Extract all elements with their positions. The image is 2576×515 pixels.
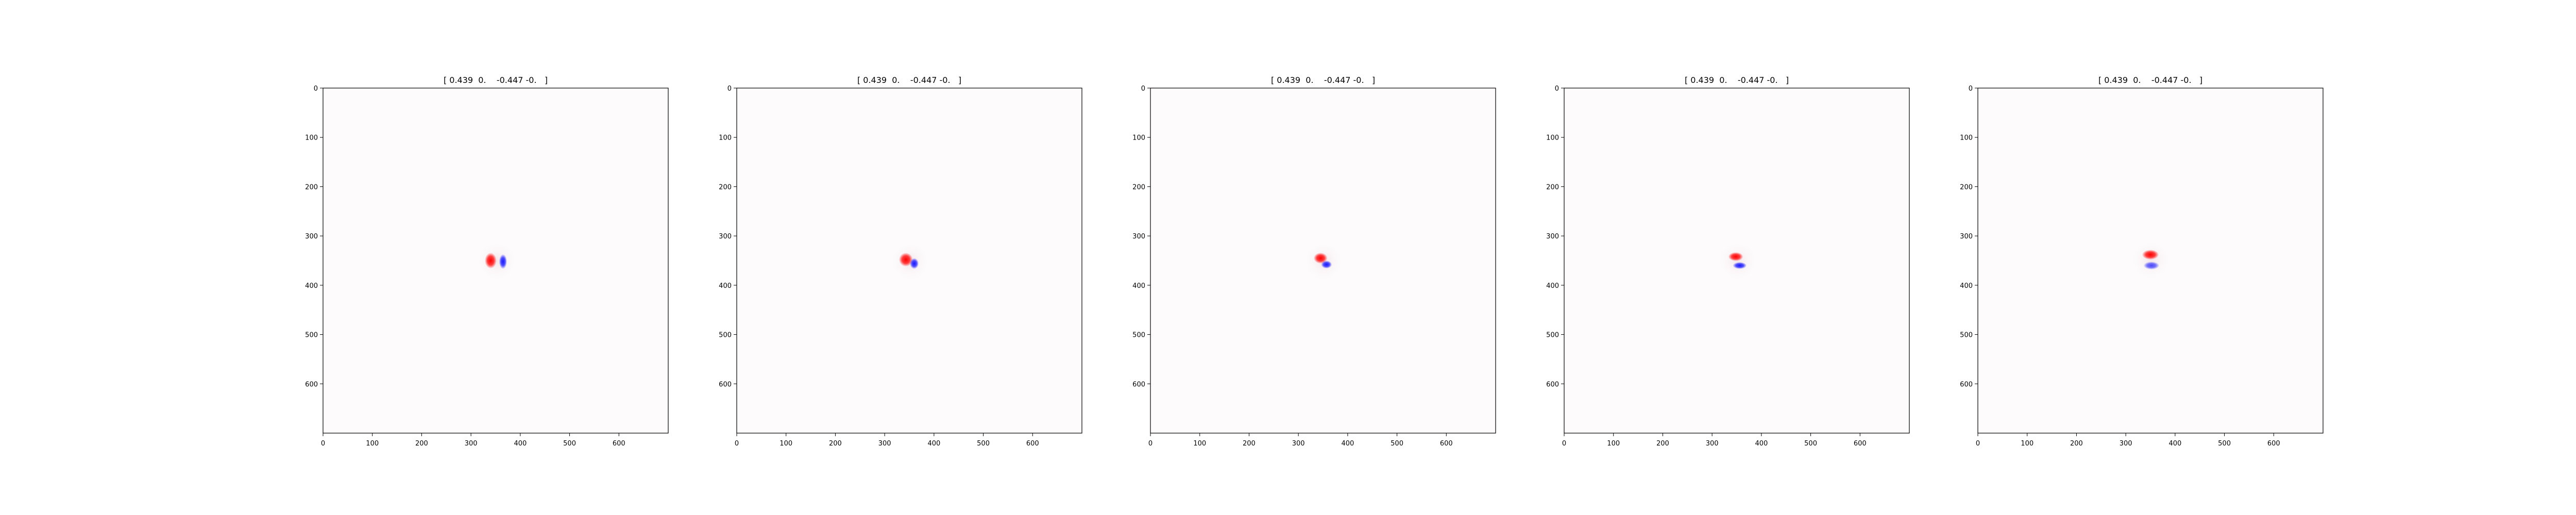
x-tick-label: 200 — [1243, 440, 1256, 448]
y-tick-label: 600 — [1546, 381, 1559, 388]
x-tick-label: 200 — [2070, 440, 2083, 448]
positive-blob — [2142, 249, 2159, 260]
heatmap-panel-4: 0 100 200 300 400 500 600 0 100 200 300 400 500 600 [ … — [1546, 75, 1910, 448]
x-tick-label: 100 — [1607, 440, 1620, 448]
y-tick-label: 400 — [1960, 282, 1973, 290]
negative-blob — [1321, 261, 1332, 269]
y-tick-label: 0 — [1141, 85, 1145, 93]
y-tick-label: 100 — [305, 134, 318, 142]
x-tick-label: 200 — [415, 440, 428, 448]
x-tick-label: 500 — [2218, 440, 2231, 448]
heatmap-halo — [2128, 237, 2174, 283]
y-tick-label: 600 — [1960, 381, 1973, 388]
y-tick-label: 500 — [1132, 332, 1145, 339]
positive-blob — [1313, 252, 1328, 264]
chart-title: [ 0.439 0. -0.447 -0. ] — [444, 75, 548, 85]
y-tick-label: 200 — [719, 183, 732, 191]
axes-frame — [736, 88, 1082, 434]
y-tick-label: 500 — [1546, 332, 1559, 339]
positive-blob — [1728, 252, 1743, 261]
x-tick-label: 0 — [321, 440, 325, 448]
x-tick-label: 300 — [2120, 440, 2132, 448]
chart-title: [ 0.439 0. -0.447 -0. ] — [1685, 75, 1789, 85]
positive-blob — [899, 252, 913, 267]
x-tick-label: 200 — [1656, 440, 1669, 448]
negative-blob — [2143, 261, 2160, 270]
y-tick-label: 100 — [1960, 134, 1973, 142]
x-tick-label: 400 — [2168, 440, 2181, 448]
y-tick-label: 100 — [1546, 134, 1559, 142]
x-tick-label: 500 — [1391, 440, 1403, 448]
y-tick-label: 0 — [1969, 85, 1973, 93]
y-tick-label: 600 — [719, 381, 732, 388]
x-tick-label: 300 — [465, 440, 478, 448]
x-tick-label: 500 — [563, 440, 576, 448]
chart-title: [ 0.439 0. -0.447 -0. ] — [1271, 75, 1375, 85]
x-tick-label: 400 — [927, 440, 940, 448]
chart-title: [ 0.439 0. -0.447 -0. ] — [2098, 75, 2202, 85]
x-tick-label: 0 — [735, 440, 739, 448]
y-tick-label: 300 — [305, 233, 318, 241]
y-tick-label: 200 — [1546, 183, 1559, 191]
x-tick-label: 0 — [1148, 440, 1153, 448]
y-tick-label: 300 — [1546, 233, 1559, 241]
chart-title: [ 0.439 0. -0.447 -0. ] — [857, 75, 961, 85]
x-tick-label: 500 — [1804, 440, 1817, 448]
x-tick-label: 0 — [1562, 440, 1566, 448]
x-tick-label: 300 — [878, 440, 891, 448]
y-tick-label: 200 — [1960, 183, 1973, 191]
y-tick-label: 200 — [1132, 183, 1145, 191]
negative-blob — [909, 258, 919, 269]
x-tick-label: 400 — [1755, 440, 1768, 448]
y-tick-label: 0 — [314, 85, 318, 93]
x-tick-label: 400 — [514, 440, 527, 448]
negative-blob — [1733, 262, 1747, 269]
x-tick-label: 300 — [1706, 440, 1719, 448]
x-tick-label: 100 — [779, 440, 792, 448]
x-tick-label: 100 — [366, 440, 379, 448]
axes-frame — [1150, 88, 1496, 434]
heatmap-panel-2: 0 100 200 300 400 500 600 0 100 200 300 400 500 600 [ … — [719, 75, 1082, 448]
heatmap-halo — [1715, 238, 1760, 284]
y-tick-label: 100 — [719, 134, 732, 142]
y-tick-label: 0 — [727, 85, 732, 93]
y-tick-label: 600 — [305, 381, 318, 388]
y-tick-label: 400 — [305, 282, 318, 290]
heatmap-panel-3: 0 100 200 300 400 500 600 0 100 200 300 400 500 600 [ … — [1132, 75, 1496, 448]
axes-frame — [1977, 88, 2324, 434]
x-tick-label: 100 — [1193, 440, 1206, 448]
x-tick-label: 600 — [2267, 440, 2280, 448]
y-tick-label: 400 — [719, 282, 732, 290]
heatmap-halo — [474, 238, 519, 284]
y-tick-label: 200 — [305, 183, 318, 191]
y-tick-label: 500 — [305, 332, 318, 339]
axes-frame — [323, 88, 669, 434]
y-tick-label: 400 — [1132, 282, 1145, 290]
y-tick-label: 600 — [1132, 381, 1145, 388]
x-tick-label: 600 — [1854, 440, 1867, 448]
x-tick-label: 600 — [613, 440, 625, 448]
y-tick-label: 300 — [1132, 233, 1145, 241]
y-tick-label: 0 — [1555, 85, 1559, 93]
negative-blob — [499, 254, 507, 269]
heatmap-panel-5: 0 100 200 300 400 500 600 0 100 200 300 400 500 600 [ … — [1960, 75, 2324, 448]
x-tick-label: 200 — [829, 440, 842, 448]
x-tick-label: 0 — [1976, 440, 1980, 448]
x-tick-label: 600 — [1026, 440, 1039, 448]
x-tick-label: 600 — [1440, 440, 1453, 448]
axes-frame — [1564, 88, 1910, 434]
y-tick-label: 300 — [1960, 233, 1973, 241]
x-tick-label: 400 — [1341, 440, 1354, 448]
y-tick-label: 100 — [1132, 134, 1145, 142]
positive-blob — [484, 252, 497, 269]
x-tick-label: 300 — [1292, 440, 1305, 448]
heatmap-panel-1: 0 100 200 300 400 500 600 0 100 200 300 400 500 600 [ … — [305, 75, 669, 448]
x-tick-label: 100 — [2021, 440, 2033, 448]
x-tick-label: 500 — [977, 440, 990, 448]
y-tick-label: 300 — [719, 233, 732, 241]
y-tick-label: 500 — [719, 332, 732, 339]
y-tick-label: 500 — [1960, 332, 1973, 339]
y-tick-label: 400 — [1546, 282, 1559, 290]
